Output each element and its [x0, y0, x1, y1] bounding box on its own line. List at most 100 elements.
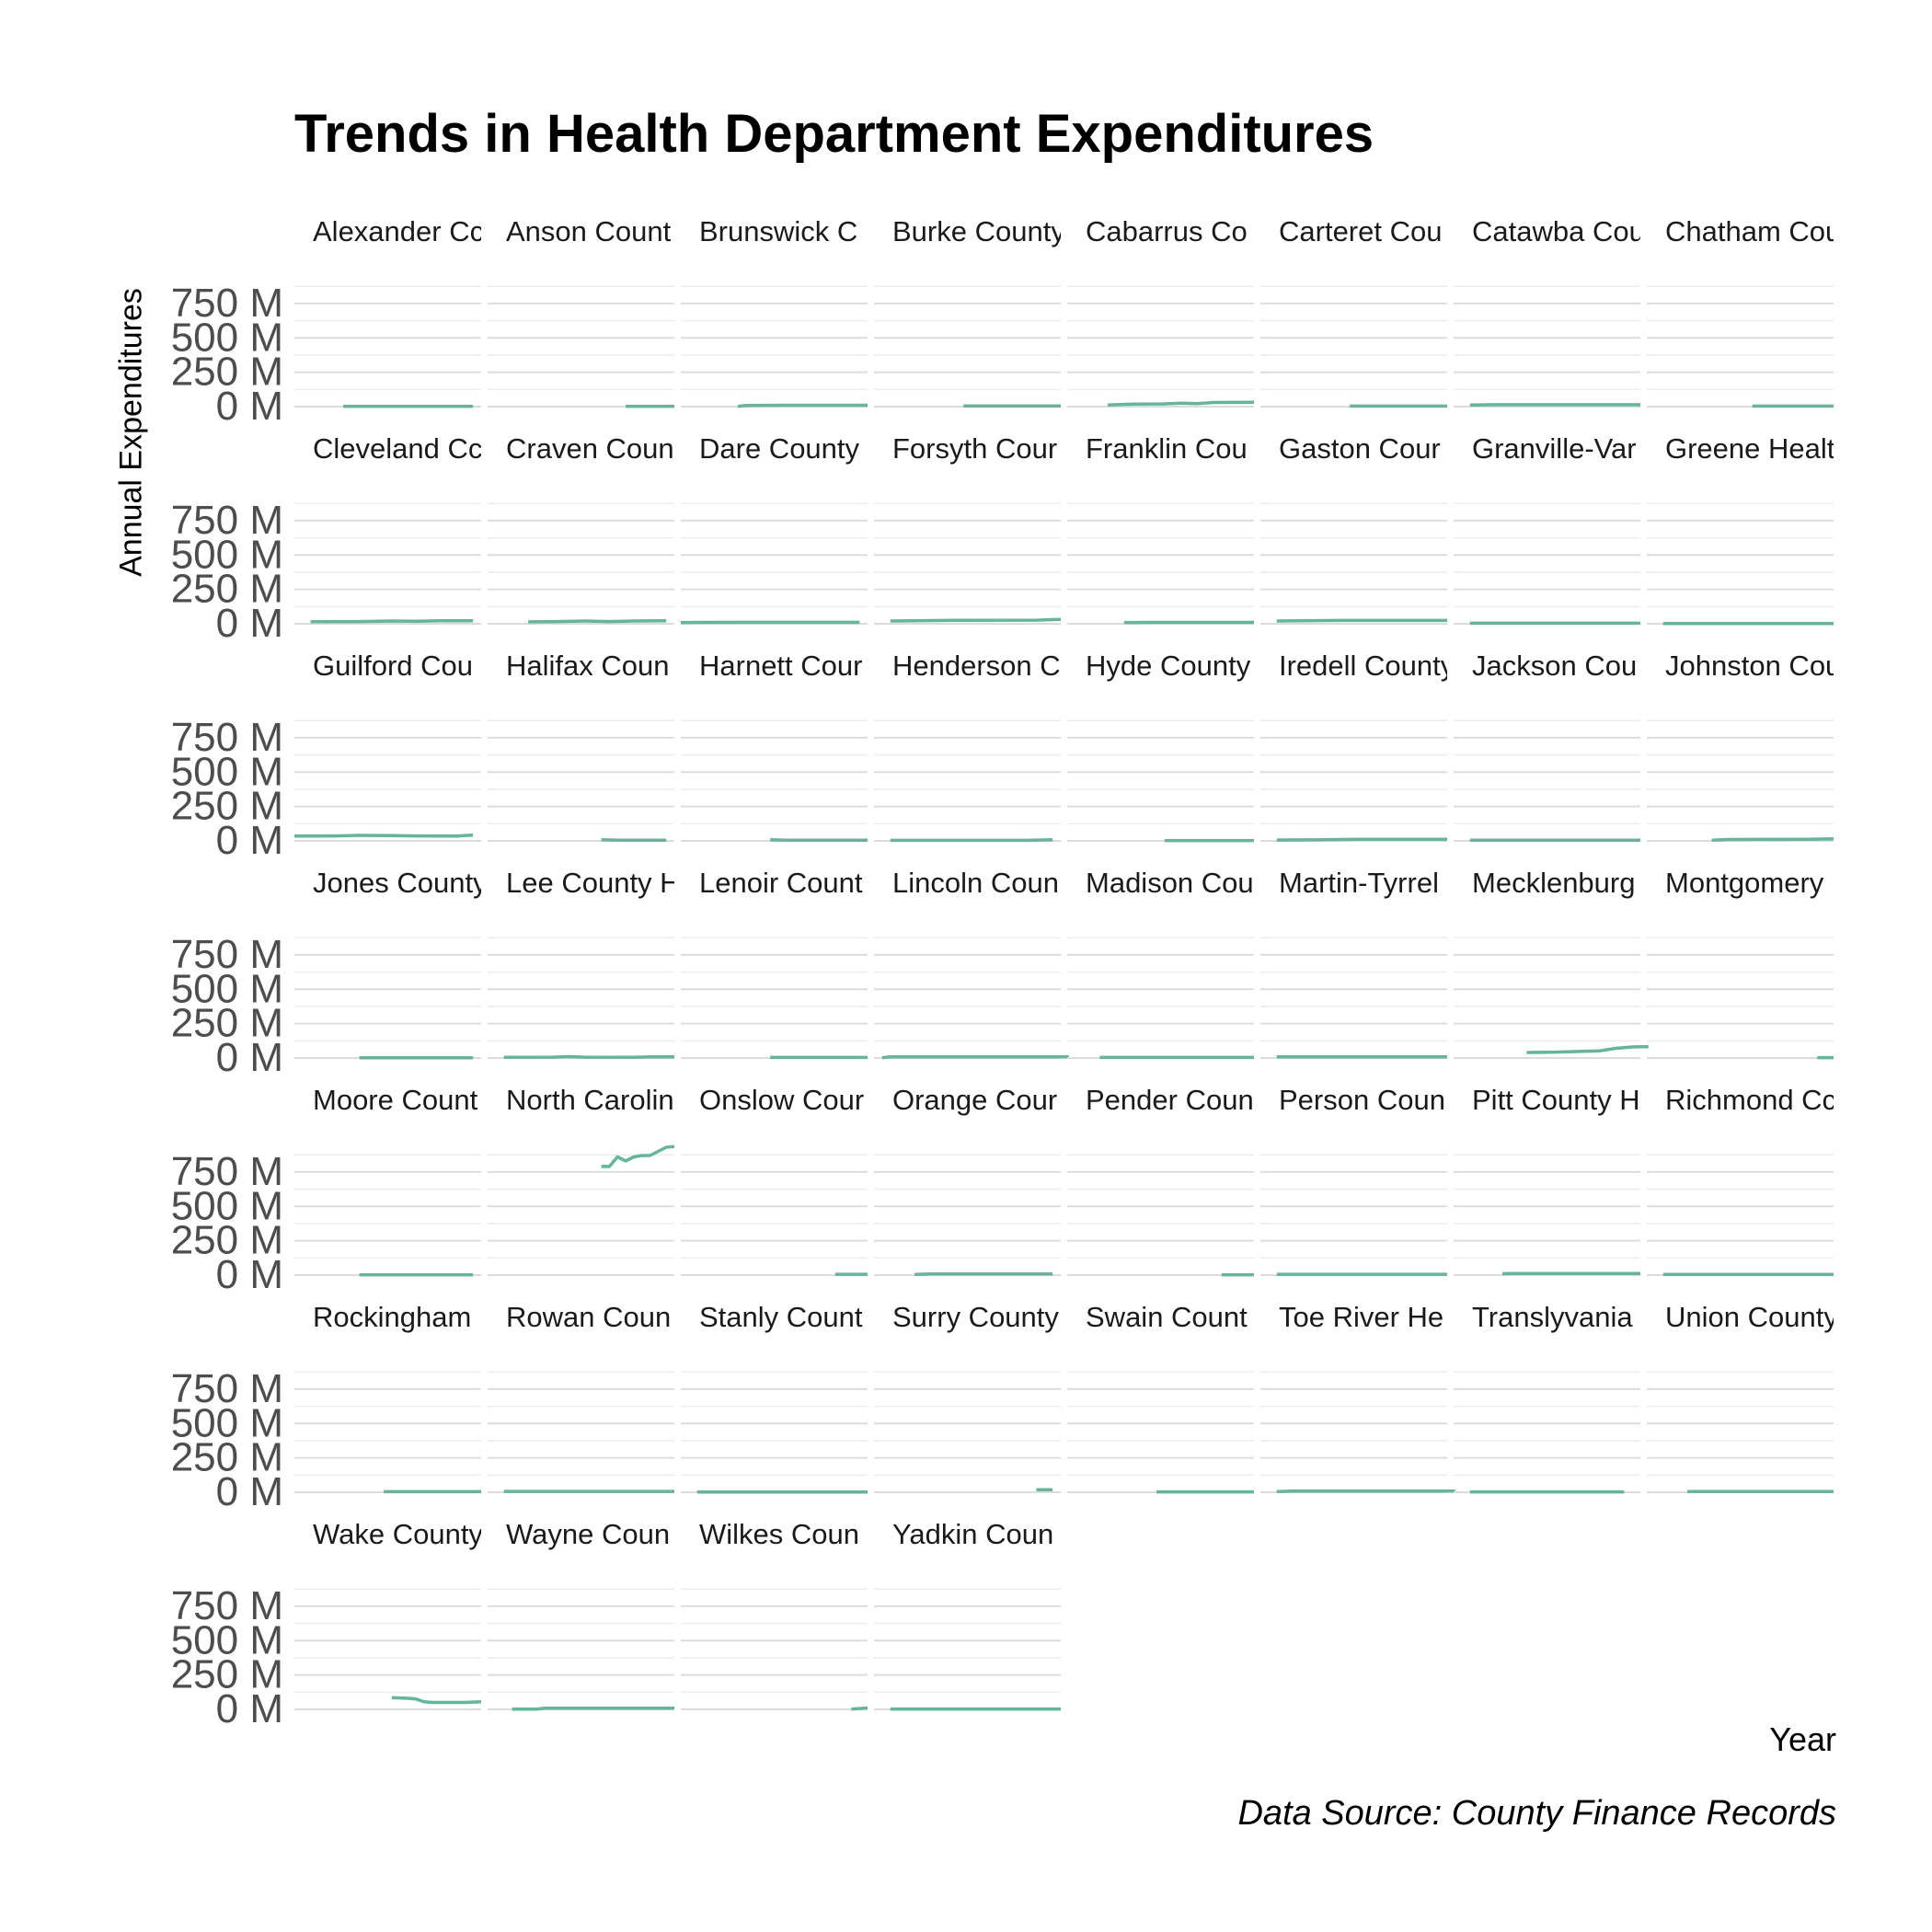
- facet-panel: Cabarrus Co: [1067, 215, 1255, 408]
- facet-label: Johnston Cou: [1665, 650, 1841, 682]
- facet-label: Anson Count: [506, 215, 672, 247]
- facet-label: Franklin Cou: [1086, 432, 1248, 465]
- facet-panel: Montgomery: [1647, 867, 1834, 1060]
- facet-label: Dare County: [699, 432, 860, 465]
- facet-panel: Mecklenburg: [1454, 867, 1649, 1059]
- facet-label: Granville-Var: [1472, 432, 1637, 465]
- facet-label: Wayne Coun: [506, 1518, 670, 1550]
- series-line: [391, 1696, 482, 1705]
- y-tick-label: 0 M: [216, 601, 283, 646]
- facet-label: Richmond Cc: [1665, 1084, 1836, 1116]
- series-line: [512, 1707, 674, 1711]
- facet-panel: Person Coun: [1260, 1084, 1447, 1276]
- facet-label: North Carolin: [506, 1084, 674, 1116]
- series-line: [601, 1144, 675, 1168]
- facet-panel: Onslow Cour: [681, 1084, 868, 1276]
- y-tick-label: 500 M: [171, 1617, 283, 1662]
- series-line: [1108, 400, 1255, 407]
- series-line: [890, 617, 1062, 623]
- facet-label: Pitt County H: [1472, 1084, 1640, 1116]
- y-tick-label: 750 M: [171, 281, 283, 326]
- facet-label: Guilford Cou: [313, 650, 473, 682]
- facet-panel: Burke County: [874, 215, 1065, 408]
- facet-label: Wilkes Coun: [699, 1518, 859, 1550]
- facet-label: Burke County: [892, 215, 1065, 247]
- facet-panel: Henderson C: [874, 650, 1061, 843]
- facet-panel: Union County: [1647, 1301, 1838, 1494]
- facet-label: Person Coun: [1279, 1084, 1445, 1116]
- facet-label: Toe River He: [1279, 1301, 1443, 1333]
- facet-label: Henderson C: [892, 650, 1061, 682]
- y-tick-label: 250 M: [171, 1652, 283, 1697]
- facet-panel: Lenoir Count: [681, 867, 868, 1060]
- facet-panel: Pender Coun: [1067, 1084, 1254, 1277]
- series-line: [851, 1706, 868, 1711]
- facet-panel: Martin-Tyrrel: [1260, 867, 1447, 1059]
- facet-panel: Wilkes Coun: [681, 1518, 868, 1711]
- facet-label: Hyde County: [1086, 650, 1251, 682]
- y-tick-label: 0 M: [216, 1035, 283, 1080]
- facet-label: Yadkin Coun: [892, 1518, 1053, 1550]
- series-line: [1276, 1489, 1455, 1494]
- facet-panel: Stanly Count: [681, 1301, 868, 1494]
- facet-label: Greene Healt: [1665, 432, 1835, 465]
- y-tick-label: 250 M: [171, 784, 283, 829]
- facet-panel: Lee County H: [488, 867, 674, 1060]
- facet-label: Moore Count: [313, 1084, 478, 1116]
- facet-label: Onslow Cour: [699, 1084, 864, 1116]
- facet-panel: North Carolin: [488, 1084, 675, 1276]
- facet-label: Rockingham: [313, 1301, 471, 1333]
- facet-label: Alexander Cc: [313, 215, 484, 247]
- facet-label: Swain Count: [1086, 1301, 1248, 1333]
- series-line: [914, 1272, 1053, 1277]
- facet-label: Iredell County: [1279, 650, 1455, 682]
- facet-panel: Iredell County: [1260, 650, 1455, 842]
- facet-label: Craven Coun: [506, 432, 674, 465]
- x-axis-label: Year: [1769, 1720, 1836, 1758]
- facet-label: Cleveland Cc: [313, 432, 482, 465]
- y-tick-label: 750 M: [171, 1366, 283, 1411]
- facet-panel: Harnett Cour: [681, 650, 868, 843]
- facet-panel: Gaston Cour: [1260, 432, 1447, 625]
- y-tick-label: 750 M: [171, 1149, 283, 1194]
- facet-label: Wake County: [313, 1518, 483, 1550]
- facet-panel: Granville-Var: [1454, 432, 1640, 626]
- facet-label: Jackson Cou: [1472, 650, 1637, 682]
- series-line: [1711, 837, 1834, 843]
- facet-label: Pender Coun: [1086, 1084, 1254, 1116]
- y-tick-label: 250 M: [171, 1218, 283, 1263]
- series-line: [1276, 618, 1447, 623]
- y-tick-label: 250 M: [171, 567, 283, 612]
- facet-panel: Franklin Cou: [1067, 432, 1254, 625]
- facet-panel: Translyvania: [1454, 1301, 1640, 1494]
- y-tick-label: 750 M: [171, 715, 283, 760]
- facet-panel: Chatham Cou: [1647, 215, 1841, 408]
- facet-label: Madison Cou: [1086, 867, 1254, 899]
- y-tick-label: 500 M: [171, 1400, 283, 1445]
- series-line: [737, 403, 868, 408]
- facet-panel: Lincoln Coun: [874, 867, 1069, 1060]
- facet-panel: Johnston Cou: [1647, 650, 1841, 843]
- facet-panel: Hyde County: [1067, 650, 1254, 843]
- chart-title: Trends in Health Department Expenditures: [294, 104, 1374, 164]
- facet-label: Jones County: [313, 867, 488, 899]
- facet-label: Union County: [1665, 1301, 1838, 1333]
- series-line: [881, 1055, 1069, 1060]
- facet-label: Catawba Cou: [1472, 215, 1645, 247]
- facet-panel: Swain Count: [1067, 1301, 1254, 1494]
- facet-label: Halifax Coun: [506, 650, 669, 682]
- series-line: [601, 838, 667, 843]
- facet-panel: Rowan Coun: [488, 1301, 674, 1493]
- y-tick-label: 500 M: [171, 315, 283, 360]
- facet-panel: Jackson Cou: [1454, 650, 1640, 843]
- facet-label: Chatham Cou: [1665, 215, 1841, 247]
- series-line: [770, 838, 868, 843]
- y-tick-label: 250 M: [171, 1435, 283, 1480]
- y-tick-label: 500 M: [171, 1183, 283, 1228]
- facet-panel: Anson Count: [488, 215, 674, 408]
